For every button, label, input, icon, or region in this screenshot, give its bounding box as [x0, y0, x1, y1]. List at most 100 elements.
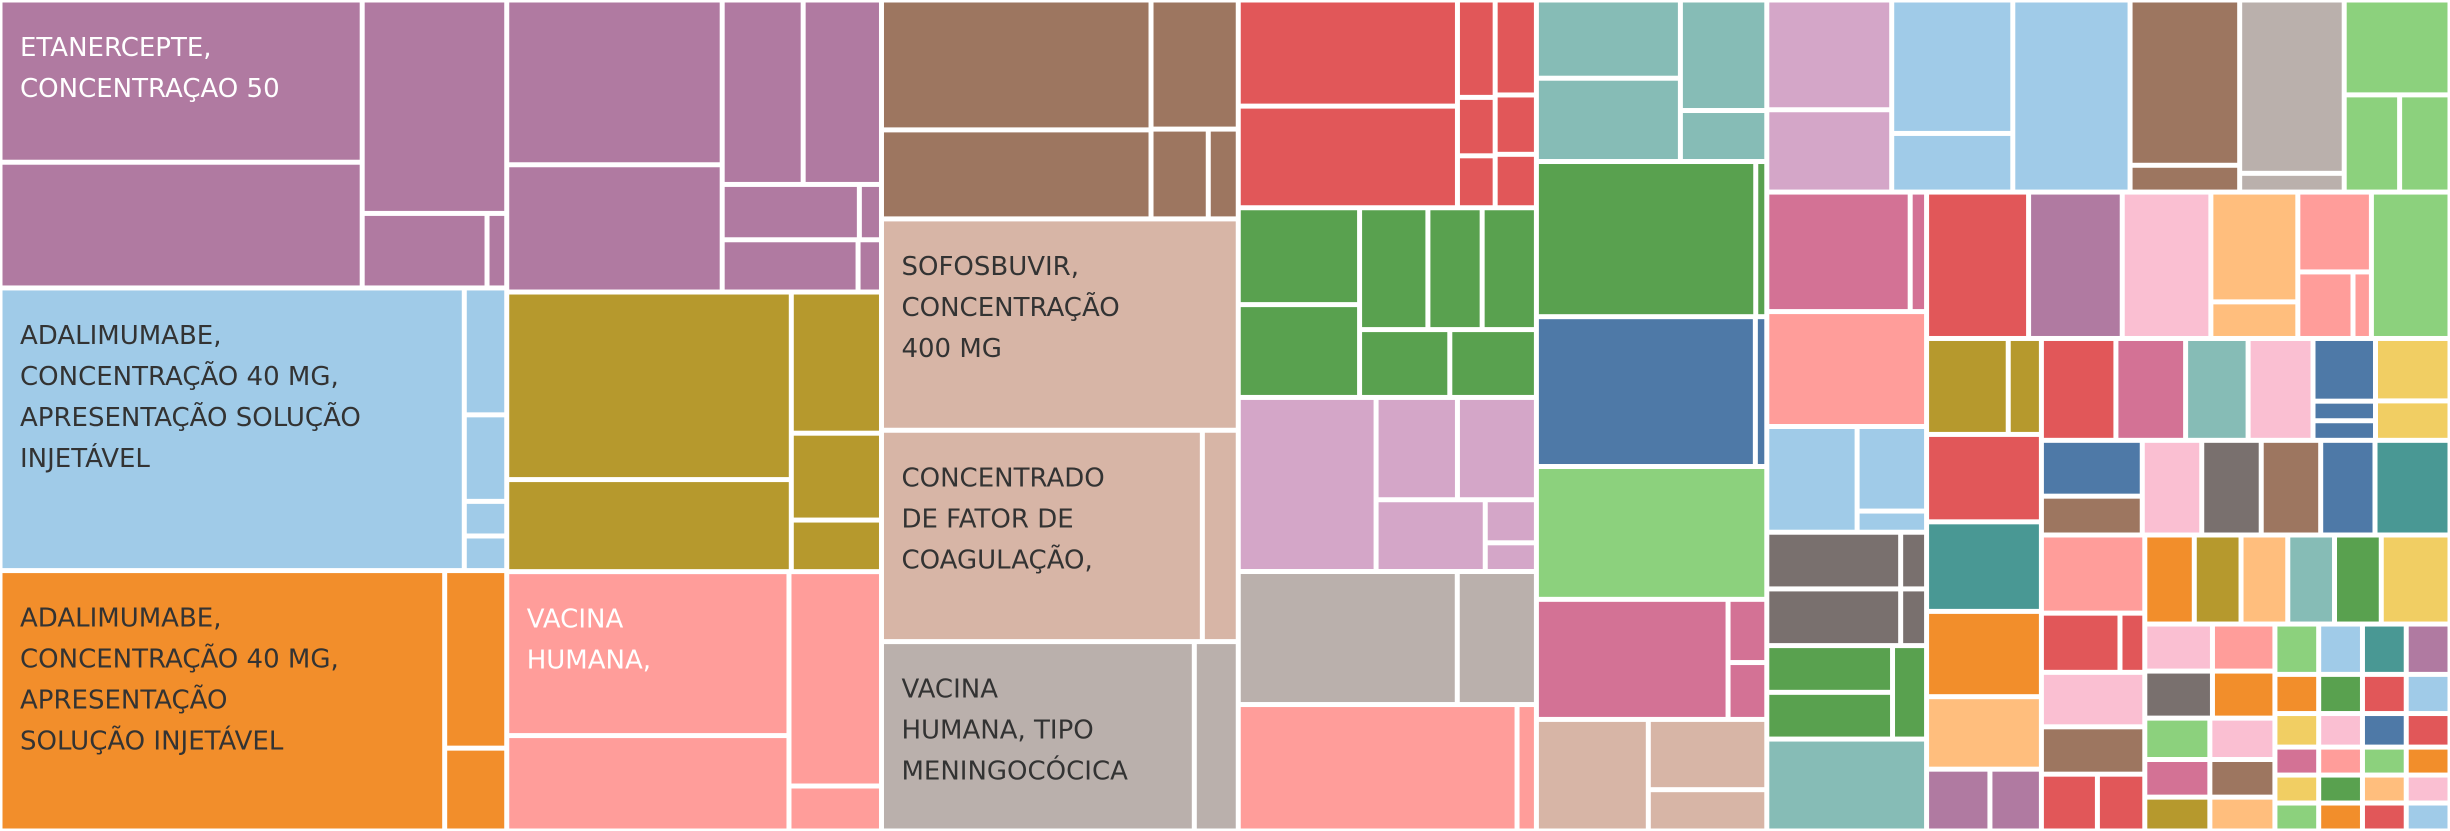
tile: [2321, 676, 2360, 712]
tile: [1859, 428, 1925, 509]
tile: [1650, 792, 1765, 829]
tile: [1758, 164, 1765, 315]
tile-label: SOFOSBUVIR, CONCENTRAÇÃO 400 MG: [901, 252, 1119, 364]
tile: [2364, 626, 2404, 672]
tile: [2204, 442, 2259, 533]
tile: [1484, 210, 1534, 328]
tile-label-line: CONCENTRAÇÃO 40 MG,: [20, 360, 339, 392]
tile: [883, 2, 1149, 128]
tile: [1903, 591, 1925, 644]
tile: [2408, 626, 2448, 672]
tile: [1538, 2, 1678, 76]
tile: [1894, 135, 2011, 190]
tile: [2290, 537, 2333, 622]
tile: [2213, 304, 2296, 336]
tile: [1769, 194, 1908, 310]
tile: [2383, 537, 2448, 622]
tile: [2196, 537, 2239, 622]
tile: [1929, 613, 2039, 695]
tile: [724, 2, 801, 182]
tile: [805, 2, 879, 182]
tile: [2408, 805, 2448, 829]
tile: [2321, 777, 2360, 801]
tile: [2015, 2, 2128, 190]
tile: [2043, 674, 2143, 725]
tile: [509, 738, 787, 829]
tile-label-line: VACINA: [901, 675, 998, 705]
tile: [1487, 545, 1534, 570]
tile-label-line: INJETÁVEL: [20, 442, 150, 474]
tile: [2043, 537, 2143, 611]
tile: [509, 167, 720, 290]
tile: [1240, 574, 1455, 703]
tile: [1538, 469, 1765, 597]
tile: [2043, 776, 2095, 829]
tile: [1929, 771, 1988, 829]
tile-label-line: ADALIMUMABE,: [20, 321, 222, 351]
tile: [447, 573, 505, 746]
tile: [793, 294, 879, 431]
tile: [1153, 131, 1206, 217]
tile: [2321, 805, 2360, 829]
tile: [860, 242, 879, 290]
tile: [1929, 699, 2039, 767]
tile: [1769, 534, 1899, 587]
tile: [883, 644, 1192, 829]
tile: [2408, 749, 2448, 773]
tile: [466, 290, 505, 413]
tile-label-line: DE FATOR DE: [901, 504, 1073, 534]
tile: [791, 788, 879, 829]
tile: [2, 290, 462, 569]
tile-label: ADALIMUMABE, CONCENTRAÇÃO 40 MG, APRESENTA…: [20, 321, 361, 474]
tile-label: VACINA HUMANA,: [527, 605, 651, 676]
tile: [364, 215, 485, 286]
tile: [1929, 194, 2027, 336]
tile: [883, 132, 1149, 217]
tile-label-line: ETANERCEPTE,: [20, 33, 212, 63]
tile: [1452, 332, 1534, 395]
tile: [2043, 615, 2118, 670]
tile: [1378, 502, 1483, 570]
tile: [1459, 99, 1493, 154]
tile: [1497, 97, 1534, 152]
tile: [2, 2, 360, 160]
tile: [1519, 707, 1534, 829]
tile: [1769, 428, 1855, 530]
tile-label-line: COAGULAÇÃO,: [901, 543, 1092, 575]
tile: [2355, 274, 2369, 336]
tile: [1240, 399, 1374, 570]
tile: [2212, 762, 2273, 795]
tile: [509, 574, 787, 734]
tile-label-line: MENINGOCÓCICA: [901, 755, 1128, 787]
tile: [2321, 626, 2360, 672]
tile-label: ADALIMUMABE, CONCENTRAÇÃO 40 MG, APRESENTA…: [20, 604, 339, 757]
tile: [1538, 164, 1754, 315]
tile: [2144, 442, 2200, 533]
tile-label-line: VACINA: [527, 605, 624, 635]
tile: [2300, 274, 2351, 336]
tile: [1912, 194, 1925, 310]
tile: [1730, 601, 1765, 661]
tile: [2277, 716, 2317, 745]
tile: [2213, 194, 2296, 300]
tile: [1487, 502, 1534, 541]
tile: [883, 221, 1236, 428]
tile: [2147, 720, 2208, 758]
tile: [509, 294, 789, 478]
tile: [2214, 673, 2273, 716]
tile: [793, 522, 879, 570]
tile: [2, 164, 360, 286]
tile: [2214, 626, 2273, 669]
tile: [2277, 749, 2317, 773]
tile: [724, 186, 857, 238]
tile: [1459, 158, 1493, 206]
tile: [1459, 2, 1493, 95]
tile-label-line: APRESENTAÇÃO: [20, 684, 227, 716]
tile: [2277, 805, 2317, 829]
tile-label-line: HUMANA,: [527, 646, 651, 676]
tile: [2364, 749, 2404, 773]
tile: [2346, 2, 2448, 93]
tile: [1757, 319, 1765, 465]
tile: [1210, 131, 1236, 217]
tile: [466, 417, 505, 499]
